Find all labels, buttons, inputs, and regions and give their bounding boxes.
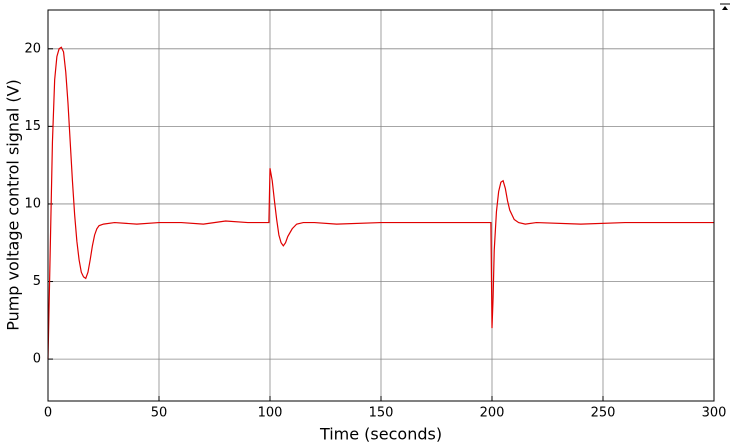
y-tick-label: 20 <box>24 41 41 56</box>
x-tick-label: 300 <box>702 406 727 421</box>
x-tick-label: 150 <box>369 406 394 421</box>
x-tick-label: 0 <box>44 406 52 421</box>
y-tick-label: 15 <box>24 119 41 134</box>
x-tick-label: 200 <box>480 406 505 421</box>
x-tick-label: 50 <box>151 406 168 421</box>
x-tick-label: 100 <box>258 406 283 421</box>
x-tick-label: 250 <box>591 406 616 421</box>
icon-arrow <box>722 6 728 10</box>
y-tick-label: 5 <box>33 274 41 289</box>
toolbar-icon[interactable] <box>719 2 731 11</box>
data-line <box>47 46 714 360</box>
y-tick-label: 10 <box>24 196 41 211</box>
plot-frame <box>47 9 715 402</box>
y-axis-title: Pump voltage control signal (V) <box>4 79 23 331</box>
x-axis-title: Time (seconds) <box>319 425 442 444</box>
y-tick-label: 0 <box>33 352 41 367</box>
